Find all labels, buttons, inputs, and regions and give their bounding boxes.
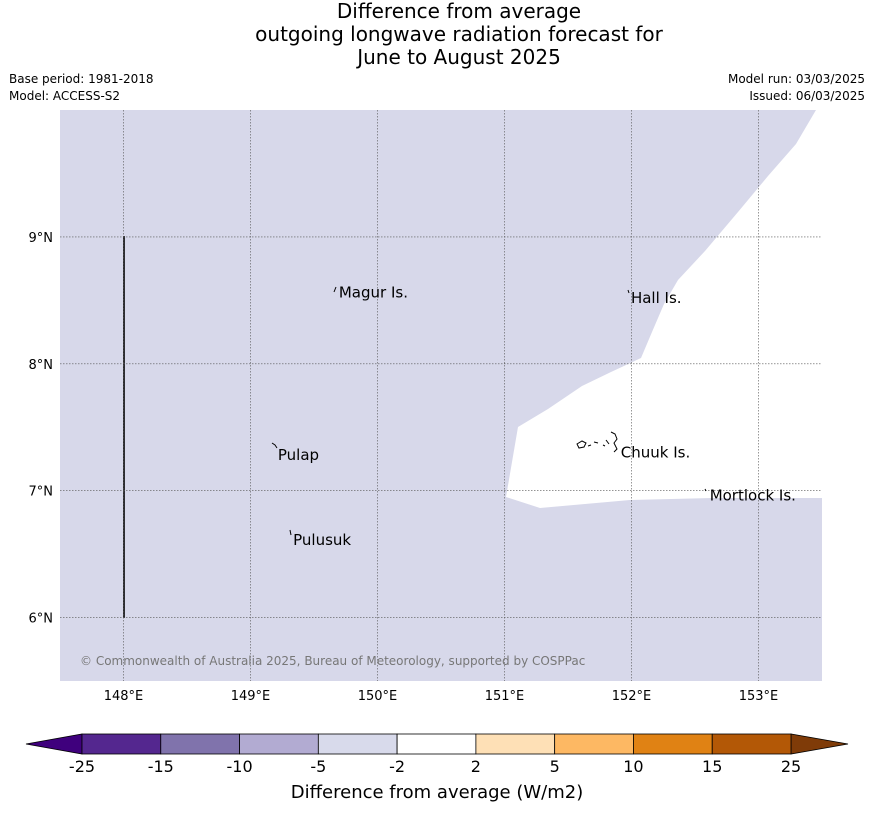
colorbar-bin	[81, 733, 162, 755]
island-chuuk-group	[576, 431, 618, 453]
colorbar-bin	[554, 733, 634, 755]
colorbar-bin	[711, 733, 792, 755]
colorbar-bin	[396, 733, 477, 755]
title-line-1: Difference from average	[336, 0, 582, 23]
axis-tick-labels: 148°E 149°E 150°E 151°E 152°E 153°E 9°N 8°N 7°N 6…	[29, 231, 779, 704]
lon-tick-label: 152°E	[612, 689, 652, 704]
colorbar: -25 -15 -10 -5 -2 2 5 10 15 25	[25, 733, 849, 776]
title-line-2: outgoing longwave radiation forecast for	[255, 22, 663, 46]
lon-tick-label: 150°E	[358, 689, 398, 704]
lon-tick-label: 148°E	[104, 689, 144, 704]
meta-left: Base period: 1981-2018 Model: ACCESS-S2	[9, 71, 154, 105]
island-mortlock	[704, 488, 707, 492]
base-period-text: Base period: 1981-2018	[9, 72, 154, 86]
place-labels: Magur Is. Hall Is. Pulap Chuuk Is. Mortlock …	[278, 284, 796, 549]
near-zero-anomaly-region	[506, 110, 822, 508]
colorbar-tick-label: 25	[781, 757, 801, 776]
title-line-3: June to August 2025	[357, 45, 561, 69]
place-label: Pulusuk	[293, 531, 351, 549]
place-label: Pulap	[278, 446, 319, 464]
colorbar-tick-label: -25	[69, 757, 95, 776]
colorbar-tick-label: 5	[550, 757, 560, 776]
colorbar-bin	[317, 733, 398, 755]
colorbar-bin	[160, 733, 240, 755]
lon-tick-label: 151°E	[485, 689, 525, 704]
lat-tick-label: 6°N	[29, 612, 54, 627]
copyright-text: © Commonwealth of Australia 2025, Bureau…	[80, 654, 585, 668]
colorbar-label: Difference from average (W/m2)	[291, 782, 583, 803]
colorbar-extend-high	[790, 733, 849, 755]
map-title: Difference from average outgoing longwav…	[0, 0, 873, 69]
model-text: Model: ACCESS-S2	[9, 89, 121, 103]
colorbar-tick-label: 2	[471, 757, 481, 776]
model-run-text: Model run: 03/03/2025	[727, 72, 865, 86]
colorbar-tick-label: -10	[226, 757, 252, 776]
lon-tick-label: 153°E	[739, 689, 779, 704]
colorbar-bin	[475, 733, 556, 755]
issued-text: Issued: 06/03/2025	[749, 89, 865, 103]
colorbar-tick-label: 15	[702, 757, 722, 776]
island-pulusuk	[289, 529, 292, 536]
place-label: Hall Is.	[631, 289, 682, 307]
lat-tick-label: 8°N	[29, 358, 54, 373]
colorbar-tick-label: 10	[623, 757, 643, 776]
place-label: Mortlock Is.	[710, 487, 796, 505]
lat-tick-label: 9°N	[29, 231, 54, 246]
meta-right: Model run: 03/03/2025 Issued: 06/03/2025	[728, 71, 865, 105]
island-hall	[627, 289, 630, 294]
colorbar-tick-label: -15	[148, 757, 174, 776]
island-magur	[333, 286, 337, 293]
place-label: Magur Is.	[339, 284, 408, 302]
colorbar-tick-label: -2	[389, 757, 405, 776]
island-shapes	[271, 286, 707, 536]
lon-tick-label: 149°E	[231, 689, 271, 704]
colorbar-extend-low	[25, 733, 83, 755]
place-label: Chuuk Is.	[621, 444, 690, 462]
colorbar-bin	[633, 733, 713, 755]
gridlines	[60, 110, 822, 681]
colorbar-bin	[239, 733, 319, 755]
colorbar-tick-label: -5	[310, 757, 326, 776]
island-pulap	[271, 442, 278, 449]
lat-tick-label: 7°N	[29, 485, 54, 500]
